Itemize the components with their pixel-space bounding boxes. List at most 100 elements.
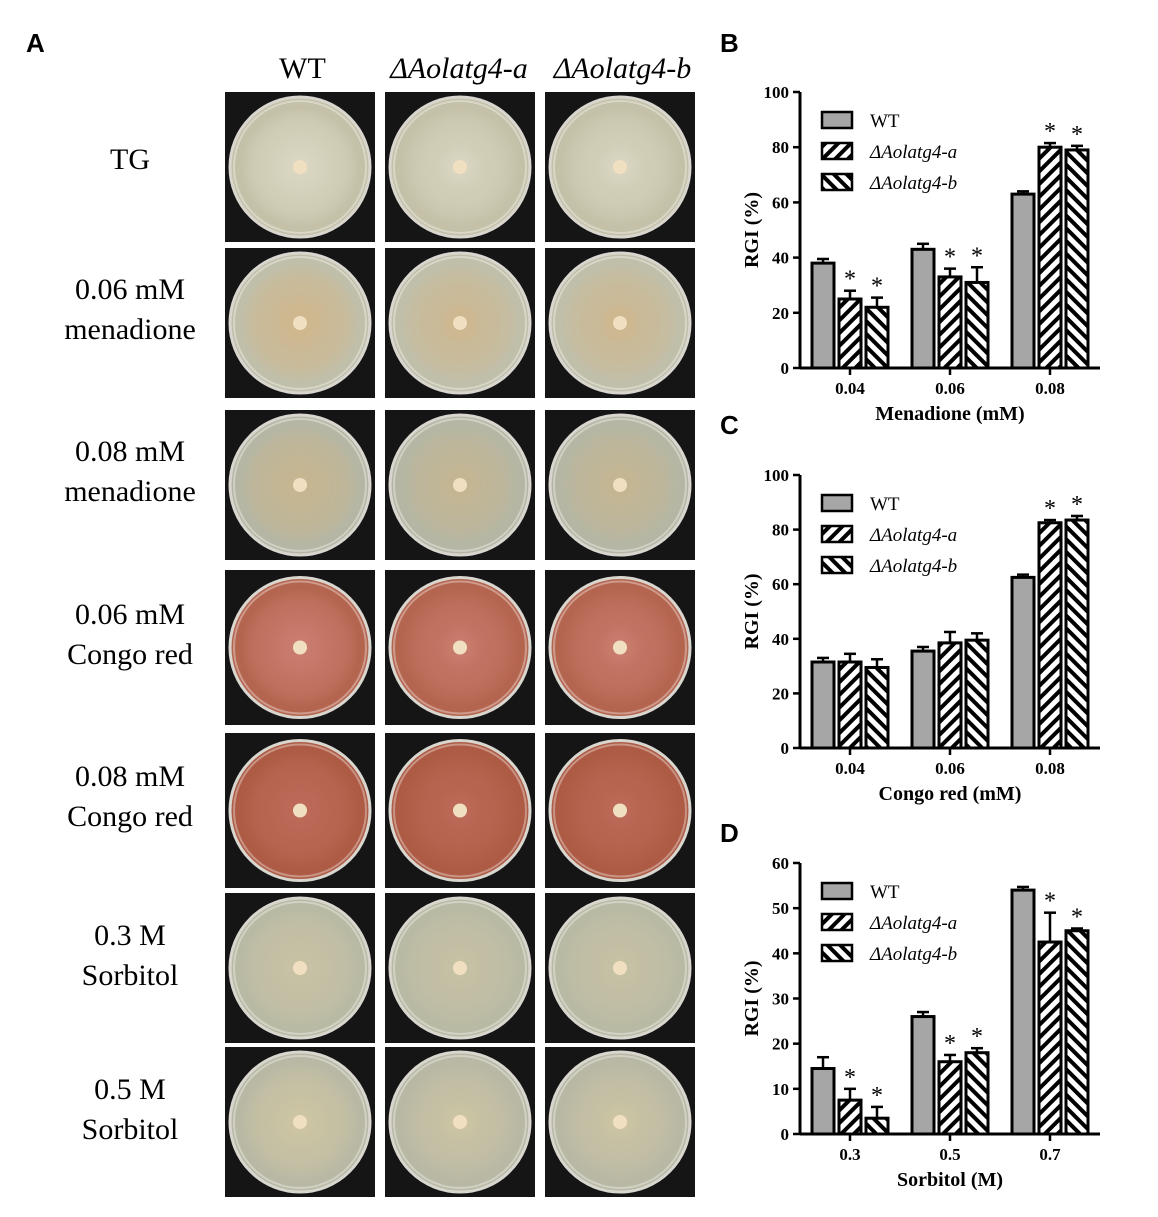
significance-star: * xyxy=(844,1065,856,1091)
chart-b-menadione: 0 20 40 60 80 100 RGI (%) 0.04 * * 0.06 * * 0.08 * * Men… xyxy=(741,83,1100,425)
row-label-line: 0.06 mM xyxy=(74,598,185,631)
column-header-mutant-a: ΔAolatg4-a xyxy=(376,52,542,86)
plate-photo xyxy=(385,733,535,888)
inoculum-plug xyxy=(613,640,627,655)
plate-photo xyxy=(385,92,535,242)
row-label-line: Congo red xyxy=(67,638,193,671)
plate-photo xyxy=(385,1047,535,1197)
inoculum-plug xyxy=(613,160,627,174)
inoculum-plug xyxy=(453,1115,467,1129)
panel-label-d: D xyxy=(720,818,739,848)
y-axis-label: RGI (%) xyxy=(741,573,763,649)
bar xyxy=(910,1015,936,1136)
panel-label-a: A xyxy=(26,28,45,58)
plate-photo xyxy=(385,570,535,725)
significance-star: * xyxy=(844,267,856,293)
plate-photo xyxy=(385,410,535,560)
bar xyxy=(810,1067,836,1136)
significance-star: * xyxy=(1071,904,1083,930)
plate-rim xyxy=(553,580,687,715)
plate-image xyxy=(388,576,532,719)
y-tick-label: 0 xyxy=(781,1125,790,1144)
inoculum-plug xyxy=(293,961,307,975)
column-header-wt: WT xyxy=(279,52,326,85)
significance-star: * xyxy=(971,1024,983,1050)
row-label: 0.3 M Sorbitol xyxy=(40,916,220,996)
plate-photo xyxy=(385,248,535,398)
plate-photo xyxy=(545,248,695,398)
bar xyxy=(1037,940,1063,1136)
row-label: TG xyxy=(40,140,220,180)
bar xyxy=(910,649,936,750)
bar xyxy=(837,297,863,370)
y-tick-label: 40 xyxy=(772,249,789,268)
plate-rim xyxy=(233,743,367,878)
x-tick-label: 0.06 xyxy=(935,379,965,398)
legend-label: WT xyxy=(870,111,900,132)
legend-label: ΔAolatg4-a xyxy=(869,525,957,546)
inoculum-plug xyxy=(453,316,467,330)
legend-swatch xyxy=(820,493,854,513)
x-tick-label: 0.04 xyxy=(835,379,865,398)
row-label-line: 0.3 M xyxy=(94,919,166,952)
bar xyxy=(810,261,836,370)
y-tick-label: 60 xyxy=(772,193,789,212)
legend-label: WT xyxy=(870,882,900,903)
column-header-mutant-a-text: ΔAolatg4-a xyxy=(390,52,528,85)
y-tick-label: 20 xyxy=(772,304,789,323)
plate-photo xyxy=(225,410,375,560)
inoculum-plug xyxy=(453,160,467,174)
plate-rim xyxy=(553,901,687,1035)
x-tick-label: 0.08 xyxy=(1035,379,1065,398)
significance-star: * xyxy=(944,1031,956,1057)
significance-star: * xyxy=(944,245,956,271)
plate-rim xyxy=(393,256,527,390)
y-tick-label: 20 xyxy=(772,1035,789,1054)
bar xyxy=(1064,148,1090,370)
inoculum-plug xyxy=(613,1115,627,1129)
plate-image xyxy=(548,1050,692,1194)
plate-image xyxy=(388,251,532,395)
plate-photo xyxy=(225,570,375,725)
plate-rim xyxy=(233,418,367,552)
inoculum-plug xyxy=(453,961,467,975)
y-tick-label: 30 xyxy=(772,990,789,1009)
plate-image xyxy=(548,413,692,557)
inoculum-plug xyxy=(293,803,307,818)
y-tick-label: 0 xyxy=(781,739,790,758)
x-axis-label: Sorbitol (M) xyxy=(897,1169,1003,1191)
bar xyxy=(1037,521,1063,750)
bar xyxy=(1010,192,1036,370)
y-tick-label: 60 xyxy=(772,854,789,873)
row-label-line: 0.08 mM xyxy=(74,435,185,468)
plate-image xyxy=(228,896,372,1040)
plate-rim xyxy=(233,100,367,234)
plate-rim xyxy=(393,743,527,878)
plate-rim xyxy=(393,901,527,1035)
legend-swatch xyxy=(820,524,854,544)
inoculum-plug xyxy=(293,1115,307,1129)
bar xyxy=(864,665,890,750)
y-tick-label: 10 xyxy=(772,1080,789,1099)
plate-photo xyxy=(545,893,695,1043)
legend-label: WT xyxy=(870,494,900,515)
x-tick-label: 0.06 xyxy=(935,759,965,778)
plate-rim xyxy=(233,256,367,390)
plate-image xyxy=(388,739,532,882)
significance-star: * xyxy=(1044,496,1056,522)
bar xyxy=(810,660,836,750)
plate-image xyxy=(388,413,532,557)
plate-image xyxy=(548,576,692,719)
legend-label: ΔAolatg4-b xyxy=(869,944,957,965)
plate-rim xyxy=(393,418,527,552)
x-tick-label: 0.04 xyxy=(835,759,865,778)
plate-photo xyxy=(225,893,375,1043)
bar xyxy=(964,280,990,370)
panel-label-b: B xyxy=(720,28,739,58)
y-tick-label: 80 xyxy=(772,138,789,157)
plate-image xyxy=(228,576,372,719)
plate-image xyxy=(228,1050,372,1194)
row-label-line: menadione xyxy=(64,475,196,508)
significance-star: * xyxy=(1044,119,1056,145)
inoculum-plug xyxy=(453,640,467,655)
